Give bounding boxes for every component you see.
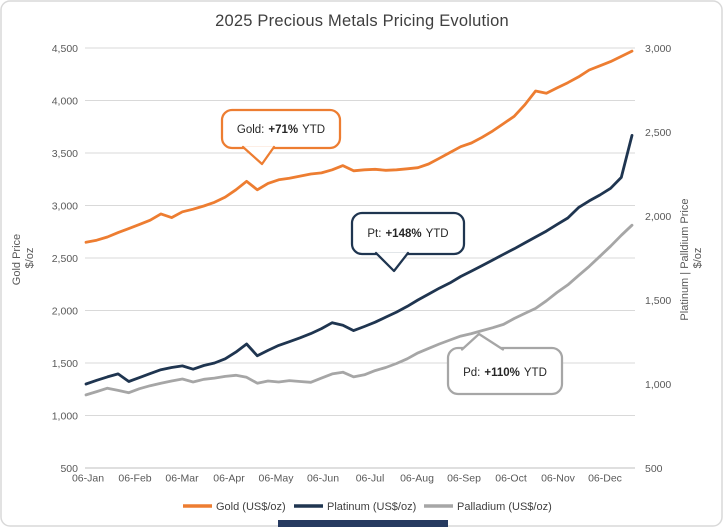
legend-label-gold: Gold (US$/oz): [216, 501, 286, 513]
x-axis-tick-label: 06-Jun: [307, 473, 339, 485]
left-axis-title: Gold Price $/oz: [11, 231, 36, 285]
gold-callout-bubble[interactable]: [220, 108, 342, 150]
left-axis-tick-label: 1,000: [52, 410, 78, 422]
palladium-callout-text[interactable]: Pd: +110% YTD: [463, 367, 547, 379]
left-axis-tick-label: 2,000: [52, 305, 78, 317]
chart-title: 2025 Precious Metals Pricing Evolution: [215, 12, 509, 30]
right-axis-tick-labels: 3,000 2,500 2,000 1,500 1,000 500: [645, 43, 671, 475]
gold-callout-text[interactable]: Gold: +71% YTD: [237, 124, 325, 136]
x-axis-tick-label: 06-Apr: [213, 473, 245, 485]
legend-item-platinum[interactable]: Platinum (US$/oz): [294, 501, 416, 513]
left-axis-tick-label: 4,000: [52, 95, 78, 107]
left-axis-tick-label: 500: [60, 463, 78, 475]
x-axis-tick-label: 06-Dec: [588, 473, 622, 485]
palladium-callout-bubble[interactable]: [446, 346, 564, 396]
legend-label-platinum: Platinum (US$/oz): [327, 501, 416, 513]
palladium-callout[interactable]: [446, 332, 564, 396]
x-axis-tick-label: 06-Nov: [541, 473, 576, 485]
x-axis-tick-label: 06-Sep: [447, 473, 481, 485]
palladium-line[interactable]: [84, 223, 634, 397]
callout-bubbles: [220, 108, 564, 396]
right-axis-tick-label: 3,000: [645, 43, 671, 55]
gold-line[interactable]: [84, 49, 634, 244]
left-axis-tick-label: 2,500: [52, 253, 78, 265]
x-axis-tick-label: 06-Oct: [495, 473, 527, 485]
platinum-callout-text[interactable]: Pt: +148% YTD: [367, 228, 448, 240]
bottom-bar: [278, 520, 448, 527]
gridlines: [85, 47, 635, 469]
platinum-callout[interactable]: [350, 211, 466, 273]
gold-callout-tail: [241, 145, 276, 166]
x-axis-tick-label: 06-Aug: [400, 473, 434, 485]
gold-callout[interactable]: [220, 108, 342, 166]
right-axis-tick-label: 1,500: [645, 295, 671, 307]
right-axis-tick-label: 500: [645, 463, 663, 475]
x-axis-tick-labels: 06-Jan 06-Feb 06-Mar 06-Apr 06-May 06-Jun 06-J…: [72, 473, 622, 485]
x-axis-tick-label: 06-May: [258, 473, 294, 485]
right-axis-tick-label: 2,000: [645, 211, 671, 223]
left-axis-tick-label: 3,000: [52, 200, 78, 212]
x-axis-tick-label: 06-Mar: [165, 473, 199, 485]
x-axis-tick-label: 06-Feb: [118, 473, 151, 485]
right-axis-title: Platinum | Palldium Price $/oz: [679, 195, 704, 320]
legend-item-gold[interactable]: Gold (US$/oz): [183, 501, 286, 513]
left-axis-tick-label: 3,500: [52, 148, 78, 160]
x-axis-tick-label: 06-Jul: [356, 473, 385, 485]
platinum-callout-tail: [374, 251, 410, 273]
palladium-callout-tail: [460, 332, 505, 351]
left-axis-tick-label: 1,500: [52, 358, 78, 370]
right-axis-tick-label: 1,000: [645, 379, 671, 391]
platinum-line[interactable]: [84, 133, 634, 386]
left-axis-tick-label: 4,500: [52, 43, 78, 55]
x-axis-tick-label: 06-Jan: [72, 473, 104, 485]
legend: Gold (US$/oz) Platinum (US$/oz) Palladiu…: [183, 501, 552, 513]
left-axis-tick-labels: 4,500 4,000 3,500 3,000 2,500 2,000 1,500 1,000…: [52, 43, 78, 475]
right-axis-tick-label: 2,500: [645, 127, 671, 139]
series-lines: [84, 49, 634, 397]
legend-item-palladium[interactable]: Palladium (US$/oz): [424, 501, 552, 513]
legend-label-palladium: Palladium (US$/oz): [457, 501, 552, 513]
